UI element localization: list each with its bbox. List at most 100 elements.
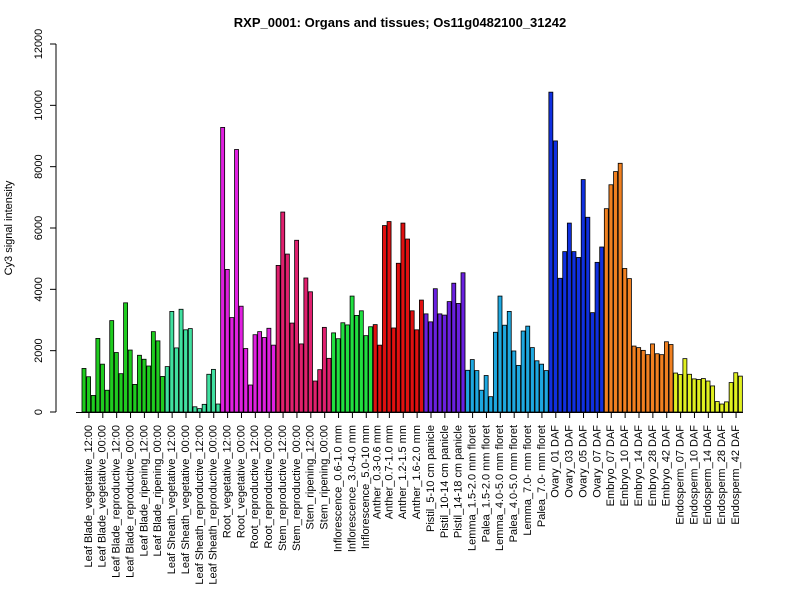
bar xyxy=(701,378,706,413)
bar xyxy=(146,365,152,413)
x-tick-label: Palea_4.0-5.0 mm floret xyxy=(508,425,520,542)
x-tick-label: Endosperm_07 DAF xyxy=(675,425,687,525)
bar xyxy=(326,357,332,413)
bar xyxy=(261,337,267,413)
bar xyxy=(354,314,360,413)
bar xyxy=(492,331,498,413)
x-tick-label: Embryo_07 DAF xyxy=(605,425,617,507)
bar xyxy=(109,320,115,413)
x-tick-label: Leaf Sheath_vegetative_00:00 xyxy=(180,425,192,574)
bar xyxy=(654,353,660,413)
bar xyxy=(312,380,318,413)
bar xyxy=(215,403,221,413)
x-tick-label: Endosperm_14 DAF xyxy=(702,425,714,525)
bar xyxy=(446,301,452,413)
bar xyxy=(580,179,586,413)
x-tick-label: Pistil_10-14 cm panicle xyxy=(439,425,451,538)
bar xyxy=(520,330,526,413)
bar xyxy=(622,268,628,413)
x-tick-label: Ovary_03 DAF xyxy=(564,425,576,498)
bar xyxy=(423,313,429,413)
x-tick-label: Endosperm_10 DAF xyxy=(688,425,700,525)
x-tick-label: Anther_0.7-1.0 mm xyxy=(383,425,395,519)
bar xyxy=(271,344,276,413)
bar xyxy=(677,374,683,413)
bar xyxy=(243,348,249,413)
bar xyxy=(682,358,688,413)
bar xyxy=(645,354,651,413)
bar xyxy=(377,344,383,413)
bar xyxy=(405,238,410,413)
bar xyxy=(206,373,212,413)
bar xyxy=(187,328,193,413)
x-tick-label: Root_vegetative_12:00 xyxy=(222,425,234,538)
bar xyxy=(400,222,406,413)
bar xyxy=(395,262,401,413)
bar xyxy=(696,379,702,413)
bar xyxy=(719,403,725,413)
bar xyxy=(636,347,642,413)
bar xyxy=(419,299,424,413)
y-axis-label: Cy3 signal intensity xyxy=(3,180,15,275)
chart-title: RXP_0001: Organs and tissues; Os11g04821… xyxy=(234,15,566,30)
bar xyxy=(539,363,544,413)
x-tick-label: Palea_1.5-2.0 mm floret xyxy=(480,425,492,542)
bar xyxy=(280,211,286,413)
x-tick-label: Inflorescence_0.6-1.0 mm xyxy=(332,425,344,552)
x-tick-label: Stem_ripening_00:00 xyxy=(319,425,331,530)
bar xyxy=(363,335,369,413)
bar xyxy=(414,329,420,413)
bar xyxy=(386,221,392,413)
bar xyxy=(169,311,175,413)
bar xyxy=(557,277,563,413)
bar xyxy=(705,380,711,413)
x-tick-label: Embryo_10 DAF xyxy=(619,425,631,507)
bar xyxy=(548,91,554,413)
bar xyxy=(516,364,521,413)
bar xyxy=(391,327,397,413)
bar xyxy=(321,326,327,413)
bar xyxy=(137,354,142,413)
bar xyxy=(543,370,549,413)
bar xyxy=(317,369,323,413)
bar xyxy=(687,373,692,413)
bar xyxy=(529,347,535,413)
x-tick-label: Leaf Blade_ripening_12:00 xyxy=(138,425,150,557)
x-tick-label: Ovary_07 DAF xyxy=(591,425,603,498)
x-tick-label: Leaf Blade_reproductive_12:00 xyxy=(111,425,123,578)
x-tick-label: Lemma_4.0-5.0 mm floret xyxy=(494,425,506,551)
bar xyxy=(100,363,105,413)
bar xyxy=(566,222,572,413)
bar xyxy=(303,277,309,413)
x-axis: Leaf Blade_vegetative_12:00 Leaf Blade_ve… xyxy=(76,412,743,585)
bar xyxy=(349,295,355,413)
x-tick-label: Leaf Sheath_reproductive_12:00 xyxy=(194,425,206,585)
bar xyxy=(631,345,637,413)
y-tick-label: 0 xyxy=(33,409,45,415)
bar xyxy=(599,246,605,413)
bar xyxy=(442,314,447,413)
x-tick-label: Palea_7.0- mm floret xyxy=(536,425,548,527)
bar xyxy=(737,375,743,413)
bar xyxy=(502,324,508,413)
bar xyxy=(710,385,716,413)
x-tick-label: Endosperm_28 DAF xyxy=(716,425,728,525)
bar xyxy=(409,310,415,413)
bar xyxy=(104,389,110,413)
x-tick-label: Leaf Sheath_vegetative_12:00 xyxy=(166,425,178,574)
bar xyxy=(289,322,295,413)
bar xyxy=(178,308,184,413)
bar xyxy=(479,389,484,413)
bar xyxy=(118,373,124,413)
bar xyxy=(86,376,92,413)
bar xyxy=(308,291,313,413)
bar xyxy=(553,140,558,413)
y-tick-label: 4000 xyxy=(33,277,45,301)
bar xyxy=(252,334,258,413)
bar xyxy=(201,403,207,413)
bar xyxy=(224,268,230,413)
x-tick-label: Anther_1.6-2.0 mm xyxy=(411,425,423,519)
bar xyxy=(497,295,503,413)
bar xyxy=(155,340,161,413)
bar xyxy=(576,257,581,413)
